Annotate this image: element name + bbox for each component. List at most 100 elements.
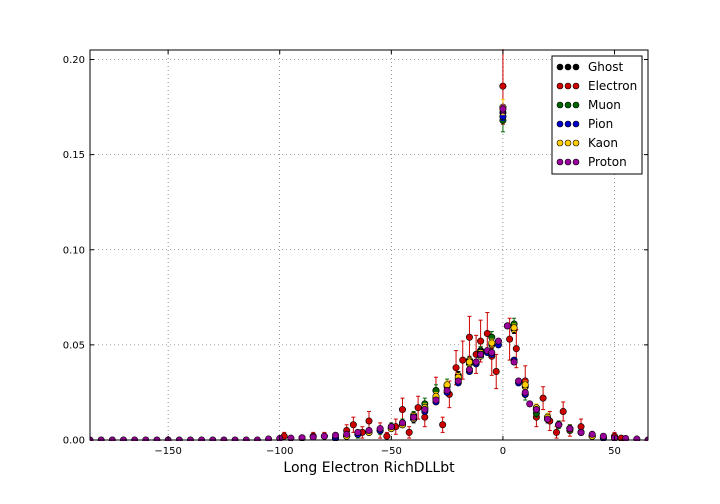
data-point — [376, 425, 384, 433]
data-point — [414, 404, 422, 412]
legend-label: Kaon — [588, 136, 618, 150]
legend-label: Ghost — [588, 60, 623, 74]
y-tick-label: 0.15 — [63, 150, 85, 161]
tick-layer: −150 −100 −50 0 50 0.00 0.05 0.10 0.15 0.20 — [63, 50, 648, 457]
y-tick-label: 0.20 — [63, 55, 85, 66]
legend-marker — [564, 63, 572, 71]
data-point — [383, 432, 391, 440]
legend-marker — [572, 63, 580, 71]
y-tick-label: 0.00 — [63, 436, 85, 447]
data-point — [365, 417, 373, 425]
legend-marker — [556, 82, 564, 90]
data-point — [454, 377, 462, 385]
data-point — [472, 358, 480, 366]
legend-label: Proton — [588, 155, 627, 169]
data-point — [622, 434, 630, 441]
legend-entry-proton: Proton — [556, 155, 627, 169]
legend-box — [551, 55, 643, 175]
data-point — [544, 415, 552, 423]
data-point — [477, 337, 485, 345]
data-point — [499, 105, 507, 113]
data-point — [398, 419, 406, 427]
y-tick-label: 0.05 — [63, 340, 85, 351]
legend-entry-electron: Electron — [556, 79, 637, 93]
data-point — [354, 428, 362, 436]
data-point — [452, 364, 460, 372]
legend-marker — [556, 101, 564, 109]
legend-marker — [556, 158, 564, 166]
legend-entry-pion: Pion — [556, 117, 613, 131]
x-tick-label: 0 — [500, 446, 506, 457]
legend-marker — [572, 82, 580, 90]
data-point — [503, 322, 511, 330]
legend: Ghost Electron Muon Pion Kaon Proton — [551, 55, 643, 175]
data-point — [494, 337, 502, 345]
data-point — [432, 396, 440, 404]
data-point — [443, 387, 451, 395]
legend-marker — [572, 101, 580, 109]
x-tick-label: −150 — [154, 446, 181, 457]
data-point — [349, 421, 357, 429]
x-tick-label: 50 — [608, 446, 621, 457]
legend-marker — [564, 120, 572, 128]
data-point — [599, 432, 607, 440]
data-point — [506, 335, 514, 343]
legend-marker — [572, 139, 580, 147]
data-point — [343, 430, 351, 438]
data-point — [387, 423, 395, 431]
data-point — [521, 388, 529, 396]
legend-marker — [564, 101, 572, 109]
data-point — [515, 377, 523, 385]
data-point — [566, 425, 574, 433]
data-point — [320, 432, 328, 440]
legend-marker — [572, 120, 580, 128]
data-point — [477, 350, 485, 358]
legend-marker — [556, 139, 564, 147]
data-point — [483, 329, 491, 337]
data-point — [298, 434, 306, 441]
data-point — [559, 407, 567, 415]
data-point — [410, 413, 418, 421]
data-point — [287, 434, 295, 441]
data-point — [539, 394, 547, 402]
legend-marker — [564, 82, 572, 90]
data-point — [577, 428, 585, 436]
data-point — [405, 428, 413, 436]
legend-marker — [564, 158, 572, 166]
legend-marker — [556, 120, 564, 128]
legend-label: Pion — [588, 117, 613, 131]
data-point — [488, 339, 496, 347]
data-point — [588, 430, 596, 438]
data-point — [555, 421, 563, 429]
data-point — [459, 356, 467, 364]
legend-label: Muon — [588, 98, 621, 112]
legend-entry-kaon: Kaon — [556, 136, 618, 150]
x-tick-label: −100 — [266, 446, 293, 457]
data-point — [510, 358, 518, 366]
data-point — [488, 348, 496, 356]
legend-marker — [556, 63, 564, 71]
data-point — [309, 433, 317, 441]
legend-entry-muon: Muon — [556, 98, 621, 112]
data-point — [465, 366, 473, 374]
data-point — [532, 406, 540, 414]
x-tick-label: −50 — [381, 446, 402, 457]
data-point — [365, 426, 373, 434]
data-point — [492, 368, 500, 376]
data-point — [421, 406, 429, 414]
data-point — [332, 431, 340, 439]
data-point — [465, 333, 473, 341]
data-point — [439, 421, 447, 429]
data-point — [510, 324, 518, 332]
x-axis-label: Long Electron RichDLLbt — [283, 460, 455, 476]
data-point — [512, 345, 520, 353]
legend-label: Electron — [588, 79, 637, 93]
data-point — [526, 400, 534, 408]
legend-marker — [572, 158, 580, 166]
data-point — [398, 406, 406, 414]
legend-marker — [564, 139, 572, 147]
data-point — [465, 358, 473, 366]
data-point — [552, 428, 560, 436]
legend-entry-ghost: Ghost — [556, 60, 623, 74]
